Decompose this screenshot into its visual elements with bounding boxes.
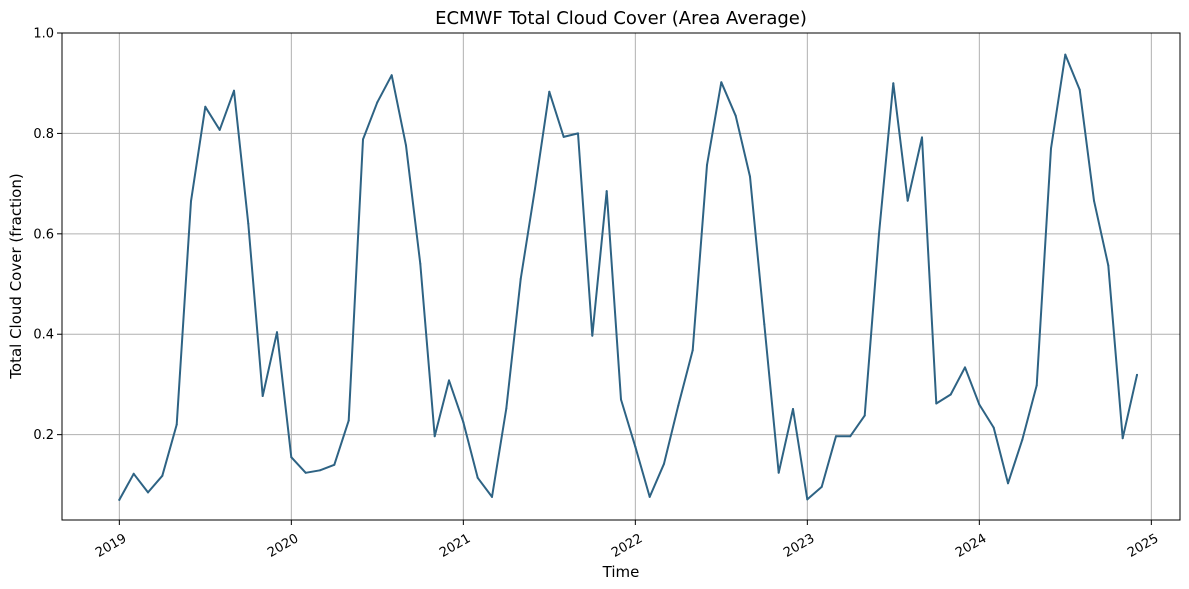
data-point <box>333 463 336 466</box>
data-point <box>1121 437 1124 440</box>
data-point <box>1078 88 1081 91</box>
data-point <box>147 491 149 494</box>
data-point <box>190 200 192 203</box>
data-point <box>949 393 952 396</box>
data-point <box>118 498 121 501</box>
data-point <box>548 90 551 93</box>
data-point <box>1050 147 1052 150</box>
data-point <box>132 472 135 475</box>
data-point <box>491 495 493 498</box>
data-point <box>347 419 350 422</box>
y-axis-title: Total Cloud Cover (fraction) <box>7 173 25 379</box>
data-point <box>663 462 665 465</box>
data-point <box>175 423 178 426</box>
data-point <box>605 190 608 193</box>
data-point <box>319 469 321 472</box>
data-point <box>261 395 264 397</box>
data-point <box>390 74 393 77</box>
data-point <box>218 128 221 131</box>
data-point <box>820 485 823 488</box>
data-point <box>878 232 880 235</box>
data-point <box>691 349 694 352</box>
data-point <box>863 414 866 417</box>
y-tick-label: 1.0 <box>33 27 54 42</box>
data-point <box>519 278 522 280</box>
data-point <box>849 435 852 438</box>
data-point <box>476 476 479 479</box>
data-point <box>1064 53 1067 56</box>
data-point <box>892 82 895 85</box>
data-point <box>749 175 751 178</box>
y-tick-label: 0.6 <box>33 227 54 242</box>
data-point <box>706 164 708 166</box>
data-point <box>376 101 379 104</box>
data-point <box>792 408 794 410</box>
data-point <box>1136 373 1138 376</box>
data-point <box>505 407 508 410</box>
series-line <box>118 53 1138 501</box>
data-point <box>648 495 651 498</box>
data-point <box>1035 384 1038 387</box>
y-tick-label: 0.2 <box>33 428 54 443</box>
x-axis-title: Time <box>602 563 640 581</box>
data-point <box>734 114 737 117</box>
data-point <box>992 426 995 429</box>
series-layer <box>118 53 1138 501</box>
data-point <box>247 222 250 225</box>
data-point <box>964 366 966 369</box>
data-point <box>534 187 536 190</box>
plot-frame <box>61 32 1181 521</box>
data-point <box>433 435 436 438</box>
data-point <box>634 445 637 448</box>
data-point <box>835 435 837 438</box>
data-point <box>290 456 293 459</box>
y-tick-label: 0.8 <box>33 127 54 142</box>
data-point <box>763 323 766 326</box>
data-point <box>1007 482 1009 485</box>
data-point <box>620 398 622 401</box>
data-point <box>419 262 422 265</box>
data-point <box>978 403 981 406</box>
data-point <box>233 89 235 92</box>
data-point <box>161 474 164 477</box>
data-point <box>362 138 364 141</box>
data-point <box>562 135 565 138</box>
data-point <box>677 404 680 407</box>
data-point <box>462 421 465 424</box>
data-point <box>921 136 923 139</box>
data-point <box>1021 438 1024 441</box>
data-point <box>448 379 450 382</box>
data-point <box>806 498 809 501</box>
chart-title: ECMWF Total Cloud Cover (Area Average) <box>435 8 807 29</box>
data-point <box>405 144 407 147</box>
data-point <box>906 199 909 202</box>
y-tick-label: 0.4 <box>33 328 54 343</box>
data-point <box>935 402 938 405</box>
data-point <box>276 331 278 334</box>
data-point <box>591 334 594 337</box>
data-point <box>577 132 579 135</box>
data-point <box>204 105 207 108</box>
data-point <box>720 81 723 84</box>
data-point <box>1107 264 1110 267</box>
data-point <box>1093 199 1095 202</box>
data-point <box>304 471 307 474</box>
data-point <box>777 471 780 474</box>
